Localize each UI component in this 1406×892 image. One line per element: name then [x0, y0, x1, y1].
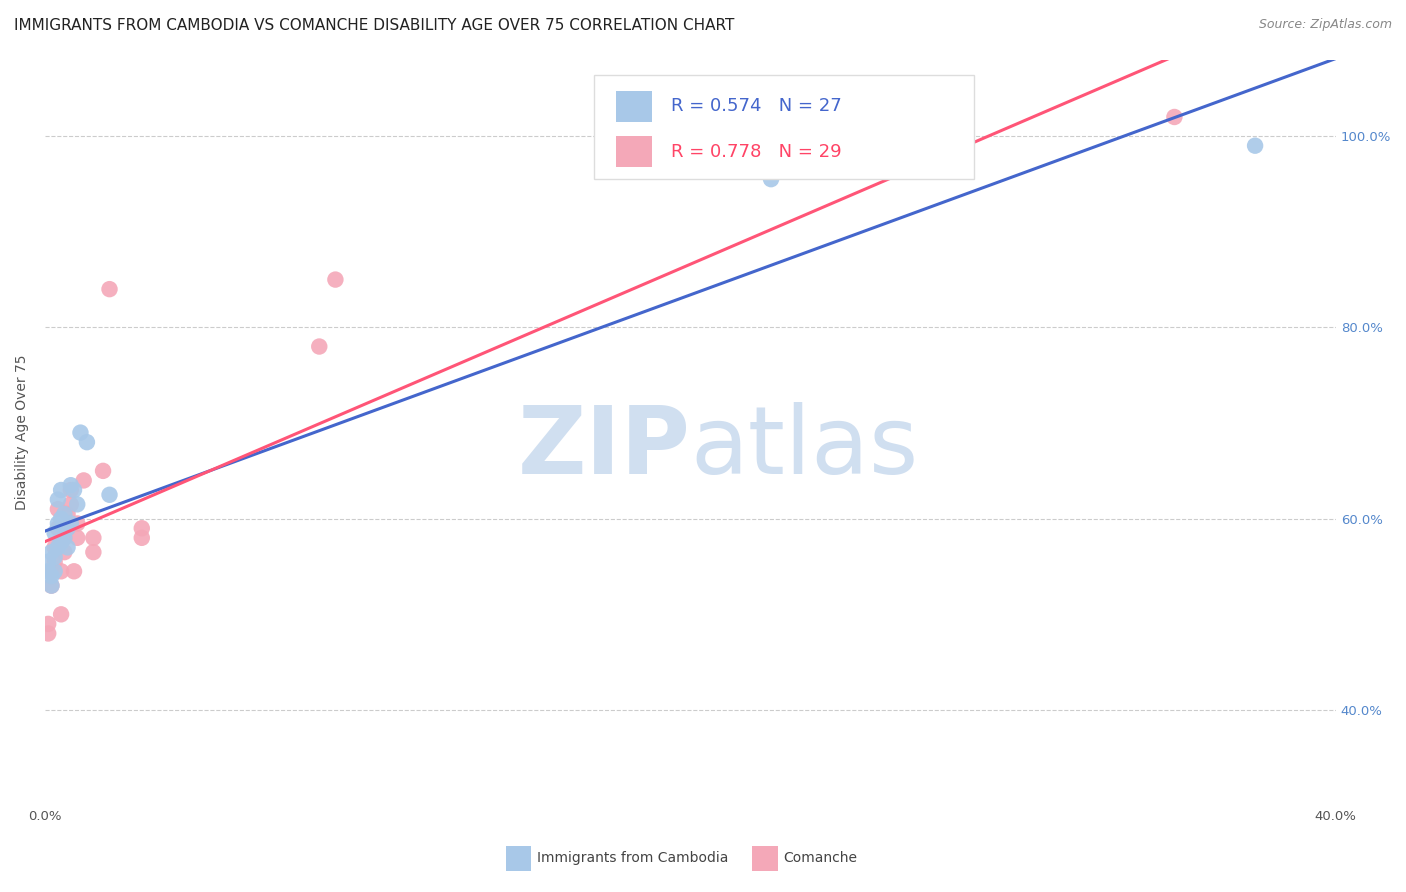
Point — [308, 339, 330, 353]
Point — [59, 478, 82, 492]
Point — [131, 521, 153, 535]
Point — [44, 549, 66, 564]
Point — [56, 507, 79, 521]
Point — [44, 541, 66, 555]
Point — [56, 521, 79, 535]
Y-axis label: Disability Age Over 75: Disability Age Over 75 — [15, 355, 30, 510]
Text: R = 0.778   N = 29: R = 0.778 N = 29 — [671, 143, 842, 161]
Point — [46, 541, 69, 555]
Point — [59, 483, 82, 497]
Point — [41, 569, 63, 583]
Point — [59, 497, 82, 511]
Point — [131, 531, 153, 545]
Point — [66, 497, 89, 511]
Point — [63, 483, 86, 497]
Point — [53, 531, 76, 545]
Point — [49, 483, 72, 497]
FancyBboxPatch shape — [593, 75, 974, 179]
Point — [49, 535, 72, 549]
Point — [41, 564, 63, 578]
Text: Immigrants from Cambodia: Immigrants from Cambodia — [537, 851, 728, 865]
Point — [98, 488, 121, 502]
Point — [46, 502, 69, 516]
Point — [44, 564, 66, 578]
Point — [56, 541, 79, 555]
Point — [76, 435, 98, 450]
Point — [53, 507, 76, 521]
Point — [46, 492, 69, 507]
Point — [82, 545, 104, 559]
Text: IMMIGRANTS FROM CAMBODIA VS COMANCHE DISABILITY AGE OVER 75 CORRELATION CHART: IMMIGRANTS FROM CAMBODIA VS COMANCHE DIS… — [14, 18, 734, 33]
Point — [66, 516, 89, 531]
Point — [49, 564, 72, 578]
Point — [41, 579, 63, 593]
Point — [1244, 138, 1267, 153]
Point — [46, 521, 69, 535]
Point — [41, 545, 63, 559]
Point — [56, 521, 79, 535]
Point — [59, 516, 82, 531]
Point — [73, 474, 96, 488]
Point — [49, 511, 72, 525]
Point — [1163, 110, 1185, 124]
Point — [37, 564, 59, 578]
Bar — [616, 91, 651, 122]
Point — [66, 531, 89, 545]
Text: R = 0.574   N = 27: R = 0.574 N = 27 — [671, 97, 842, 115]
Point — [46, 516, 69, 531]
Point — [91, 464, 114, 478]
Point — [759, 172, 782, 186]
Point — [37, 616, 59, 631]
Point — [37, 626, 59, 640]
Bar — [616, 136, 651, 168]
Text: Source: ZipAtlas.com: Source: ZipAtlas.com — [1258, 18, 1392, 31]
Point — [49, 607, 72, 622]
Text: Comanche: Comanche — [783, 851, 858, 865]
Text: atlas: atlas — [690, 401, 918, 493]
Point — [53, 531, 76, 545]
Point — [37, 555, 59, 569]
Point — [82, 531, 104, 545]
Point — [41, 579, 63, 593]
Point — [98, 282, 121, 296]
Point — [63, 564, 86, 578]
Point — [44, 555, 66, 569]
Point — [69, 425, 91, 440]
Point — [44, 526, 66, 541]
Point — [325, 272, 347, 286]
Point — [53, 545, 76, 559]
Text: ZIP: ZIP — [517, 401, 690, 493]
